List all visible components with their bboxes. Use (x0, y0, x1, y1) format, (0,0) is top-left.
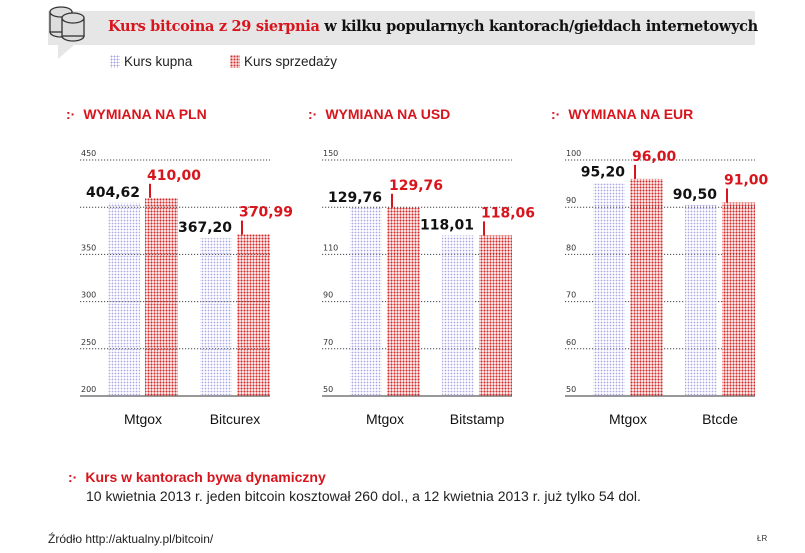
y-tick-label: 90 (566, 196, 576, 205)
data-label-buy: 95,20 (581, 165, 626, 181)
title-highlight: Kurs bitcoina z 29 sierpnia (108, 18, 320, 35)
data-label-sell: 370,99 (239, 205, 293, 221)
note-title: :· Kurs w kantorach bywa dynamiczny (68, 469, 326, 485)
bar-sell (387, 207, 420, 396)
section-title-text: WYMIANA NA EUR (568, 106, 694, 122)
category-label: Btcde (702, 411, 738, 427)
y-tick-label: 200 (81, 385, 96, 394)
data-label-sell: 129,76 (389, 178, 443, 194)
data-label-sell: 410,00 (147, 168, 201, 184)
legend-buy: Kurs kupna (110, 54, 192, 69)
header-pointer (58, 45, 74, 59)
bar-sell (237, 234, 270, 396)
data-label-sell: 91,00 (724, 172, 769, 188)
bar-sell (145, 197, 178, 396)
bar-buy (593, 182, 625, 396)
bar-buy (108, 202, 140, 396)
y-tick-label: 250 (81, 338, 96, 347)
category-label: Bitstamp (450, 411, 505, 427)
y-tick-label: 150 (323, 149, 338, 158)
bar-buy (442, 235, 474, 396)
y-tick-label: 70 (566, 291, 576, 300)
section-title-usd: :· WYMIANA NA USD (308, 106, 450, 122)
header-bar (48, 11, 755, 45)
note-marker: :· (68, 469, 78, 485)
bar-buy (200, 238, 232, 396)
y-tick-label: 80 (566, 243, 576, 252)
legend-buy-swatch (110, 55, 120, 68)
data-label-buy: 404,62 (86, 185, 140, 201)
y-tick-label: 100 (566, 149, 581, 158)
category-label: Mtgox (124, 411, 162, 427)
legend-sell-swatch (230, 55, 240, 68)
y-tick-label: 350 (81, 243, 96, 252)
category-label: Mtgox (366, 411, 404, 427)
legend-sell: Kurs sprzedaży (230, 54, 337, 69)
data-label-buy: 129,76 (328, 190, 382, 206)
y-tick-label: 450 (81, 149, 96, 158)
data-label-sell: 118,06 (481, 205, 535, 221)
section-marker: :· (308, 106, 318, 122)
y-tick-label: 60 (566, 338, 576, 347)
y-tick-label: 50 (323, 385, 333, 394)
section-title-eur: :· WYMIANA NA EUR (551, 106, 693, 122)
y-tick-label: 110 (323, 243, 338, 252)
data-label-sell: 96,00 (632, 149, 677, 165)
note-title-text: Kurs w kantorach bywa dynamiczny (85, 469, 326, 485)
bar-sell (630, 178, 663, 396)
category-label: Bitcurex (210, 411, 261, 427)
coins-stack-icon (49, 6, 85, 42)
section-title-text: WYMIANA NA USD (325, 106, 451, 122)
data-label-buy: 118,01 (420, 217, 474, 233)
section-title-pln: :· WYMIANA NA PLN (66, 106, 207, 122)
page-title: Kurs bitcoina z 29 sierpnia w kilku popu… (108, 18, 758, 35)
y-tick-label: 70 (323, 338, 333, 347)
data-label-buy: 367,20 (178, 220, 232, 236)
source: Źródło http://aktualny.pl/bitcoin/ (48, 532, 214, 546)
section-marker: :· (551, 106, 561, 122)
legend-buy-label: Kurs kupna (124, 54, 193, 69)
category-label: Mtgox (609, 411, 647, 427)
data-label-buy: 90,50 (673, 187, 718, 203)
bar-sell (479, 235, 512, 396)
section-title-text: WYMIANA NA PLN (83, 106, 207, 122)
y-tick-label: 90 (323, 291, 333, 300)
bar-buy (350, 207, 382, 396)
y-tick-label: 300 (81, 291, 96, 300)
author-initials: ŁR (757, 534, 768, 543)
bar-sell (722, 202, 755, 396)
y-tick-label: 50 (566, 385, 576, 394)
title-rest: w kilku popularnych kantorach/giełdach i… (319, 18, 758, 35)
legend-sell-label: Kurs sprzedaży (244, 54, 338, 69)
section-marker: :· (66, 106, 76, 122)
bar-buy (685, 204, 717, 396)
note-text: 10 kwietnia 2013 r. jeden bitcoin koszto… (86, 488, 641, 504)
